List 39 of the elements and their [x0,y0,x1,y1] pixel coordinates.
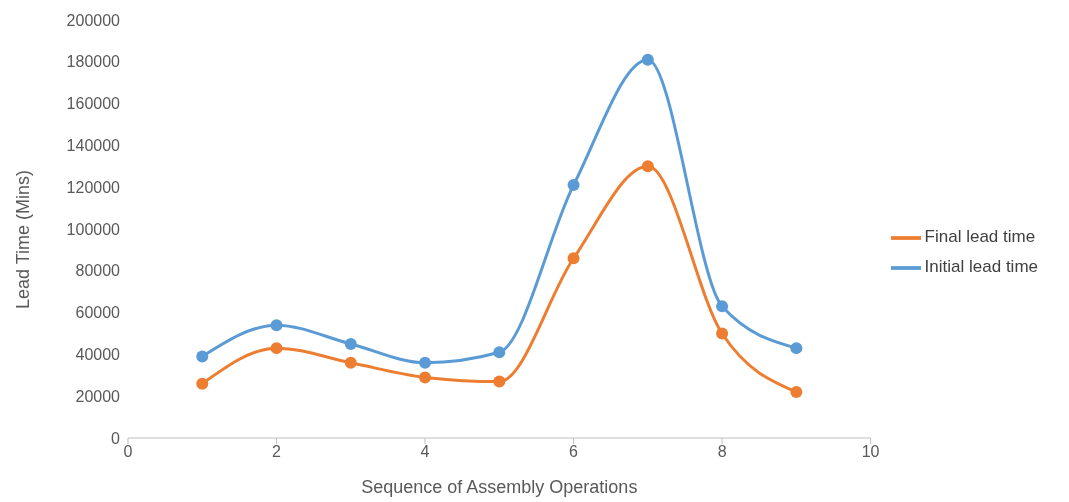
legend-label: Final lead time [924,227,1036,247]
x-tick-label: 2 [272,443,282,461]
point [419,356,432,369]
point [790,386,803,399]
point [196,350,209,363]
y-tick-label: 120000 [66,178,121,196]
y-tick-label: 40000 [75,346,121,364]
point [196,377,209,390]
point [790,342,803,355]
y-tick-label: 60000 [75,304,121,322]
point [567,252,580,265]
point [567,179,580,192]
point [641,160,654,173]
point [270,319,283,332]
y-tick-label: 100000 [66,220,121,238]
point [344,356,357,369]
x-tick-label: 4 [420,443,430,461]
x-tick-label: 6 [569,443,579,461]
y-tick-label: 140000 [66,137,121,155]
y-axis-title: Lead Time (Mins) [13,169,34,309]
point [493,375,506,388]
y-tick-label: 160000 [66,95,121,113]
x-axis-title: Sequence of Assembly Operations [361,476,638,497]
point [270,342,283,355]
y-tick-label: 0 [111,429,121,447]
x-tick-label: 10 [861,443,880,461]
point [641,53,654,66]
x-tick-label: 8 [717,443,727,461]
legend-label: Initial lead time [924,257,1038,277]
y-tick-label: 20000 [75,387,121,405]
y-tick-label: 180000 [66,53,121,71]
point [716,327,729,340]
point [419,371,432,384]
point [716,300,729,313]
y-tick-label: 200000 [66,11,121,29]
x-tick-label: 0 [123,443,133,461]
point [493,346,506,359]
y-tick-label: 80000 [75,262,121,280]
point [344,337,357,350]
